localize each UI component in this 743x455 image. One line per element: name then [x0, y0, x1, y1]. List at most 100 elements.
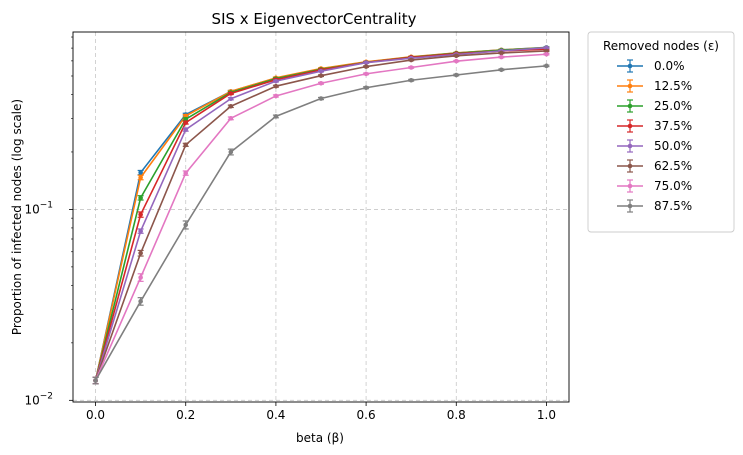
data-point: [228, 91, 234, 96]
plot-area-frame: [72, 31, 570, 403]
data-point: [318, 96, 324, 101]
data-point: [183, 113, 189, 119]
data-point: [408, 77, 414, 83]
legend-title: Removed nodes (ε): [603, 39, 719, 53]
axes: 0.0 0.2 0.4 0.6 0.8 1.010−210−1: [24, 36, 556, 422]
data-point: [183, 170, 189, 176]
data-point: [138, 212, 143, 217]
data-point: [273, 114, 279, 119]
y-tick-label: 10−2: [24, 391, 53, 407]
data-point: [183, 222, 189, 228]
chart-title: SIS x EigenvectorCentrality: [212, 10, 417, 28]
series-75_0pct: [92, 51, 550, 385]
y-tick-exponent: −1: [40, 200, 53, 210]
x-tick-label: 0.0: [86, 408, 105, 422]
data-point: [363, 64, 369, 69]
legend-label: 87.5%: [654, 199, 692, 213]
data-point: [453, 72, 459, 78]
x-axis-label: beta (β): [296, 431, 344, 445]
data-point: [499, 54, 504, 60]
data-point: [499, 67, 504, 73]
legend-entry: 75.0%: [617, 179, 692, 193]
grid: [73, 32, 569, 402]
data-point: [363, 71, 369, 77]
data-point: [138, 299, 143, 304]
legend-entry: 37.5%: [617, 119, 692, 133]
series-87_5pct: [92, 63, 550, 385]
data-point: [408, 65, 414, 70]
data-point: [138, 195, 143, 201]
legend-label: 62.5%: [654, 159, 692, 173]
legend: Removed nodes (ε) 0.0% 12.5% 25.0% 37.5% 50.…: [587, 31, 735, 233]
legend-label: 0.0%: [654, 59, 685, 73]
data-point: [363, 85, 369, 91]
legend-label: 37.5%: [654, 119, 692, 133]
x-tick-label: 0.4: [266, 408, 285, 422]
data-point: [273, 83, 279, 89]
series-62_5pct: [92, 48, 550, 385]
legend-frame: [587, 31, 735, 233]
series-line: [94, 53, 547, 381]
y-axis-label: Proportion of infected nodes (log scale): [10, 99, 24, 335]
data-point: [138, 228, 143, 234]
legend-entry: 0.0%: [617, 59, 685, 73]
data-point: [183, 116, 189, 122]
data-point: [138, 250, 143, 256]
x-tick-label: 1.0: [537, 408, 556, 422]
data-point: [499, 50, 504, 56]
series-25_0pct: [92, 45, 550, 385]
plot-series: [92, 45, 550, 385]
legend-marker: [627, 83, 633, 89]
legend-entry: 12.5%: [617, 79, 692, 93]
data-point: [183, 120, 189, 125]
legend-items: 0.0% 12.5% 25.0% 37.5% 50.0% 62.5% 75.0% 87.5%: [617, 59, 692, 213]
data-point: [183, 142, 189, 148]
data-point: [453, 53, 459, 59]
legend-marker: [627, 103, 633, 109]
data-point: [544, 51, 549, 57]
legend-label: 25.0%: [654, 99, 692, 113]
legend-marker: [627, 163, 633, 169]
series-0_0pct: [92, 45, 550, 385]
data-point: [318, 68, 324, 74]
y-tick-base: 10: [24, 202, 39, 216]
legend-label: 50.0%: [654, 139, 692, 153]
data-point: [93, 378, 98, 383]
y-tick-base: 10: [24, 393, 39, 407]
legend-marker: [627, 123, 633, 129]
legend-entry: 50.0%: [617, 139, 692, 153]
y-tick-label: 10−1: [24, 200, 53, 216]
legend-marker: [627, 183, 633, 189]
legend-marker: [627, 143, 633, 149]
data-point: [363, 60, 369, 65]
x-tick-label: 0.2: [176, 408, 195, 422]
series-line: [94, 65, 547, 381]
legend-marker: [627, 63, 633, 69]
data-point: [408, 57, 414, 63]
data-point: [318, 80, 324, 86]
legend-marker: [627, 203, 633, 209]
legend-entry: 62.5%: [617, 159, 692, 173]
data-point: [138, 275, 143, 280]
series-12_5pct: [92, 45, 550, 385]
y-tick-exponent: −2: [40, 391, 53, 401]
legend-label: 75.0%: [654, 179, 692, 193]
data-point: [453, 58, 459, 64]
data-point: [183, 127, 189, 132]
data-point: [273, 93, 279, 99]
data-point: [273, 78, 279, 84]
data-point: [544, 63, 549, 69]
legend-label: 12.5%: [654, 79, 692, 93]
data-point: [228, 116, 234, 121]
data-point: [228, 103, 234, 109]
data-point: [228, 96, 234, 102]
data-point: [138, 175, 143, 180]
data-point: [138, 170, 143, 175]
data-point: [228, 149, 234, 155]
data-point: [544, 48, 549, 54]
x-tick-label: 0.6: [357, 408, 376, 422]
legend-entry: 25.0%: [617, 99, 692, 113]
data-point: [318, 73, 324, 78]
legend-entry: 87.5%: [617, 199, 692, 213]
